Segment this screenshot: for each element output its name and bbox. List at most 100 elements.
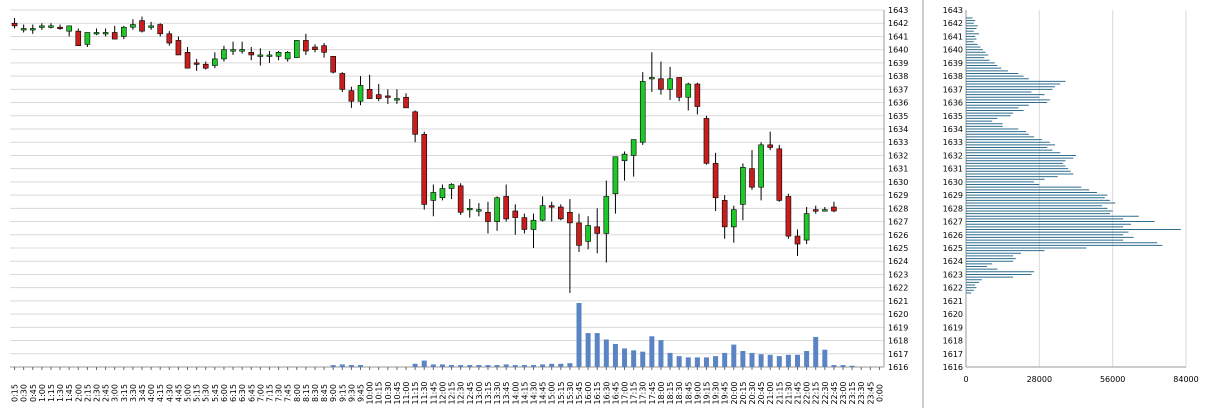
profile-y-tick-label: 1633 bbox=[943, 138, 963, 147]
candle-body bbox=[121, 26, 127, 37]
volume-bar bbox=[494, 365, 500, 367]
candle-body bbox=[476, 209, 482, 212]
candle-body bbox=[421, 133, 428, 205]
volume-bar bbox=[330, 365, 336, 367]
profile-y-tick-label: 1631 bbox=[943, 165, 963, 174]
y-tick-label: 1622 bbox=[888, 284, 908, 293]
volume-bar bbox=[449, 365, 455, 367]
y-tick-label: 1616 bbox=[888, 363, 908, 372]
candle-body bbox=[385, 95, 391, 98]
candle-body bbox=[148, 25, 154, 28]
x-tick-label: 2:45 bbox=[102, 384, 111, 402]
candle-body bbox=[394, 98, 400, 101]
candle-body bbox=[539, 205, 546, 221]
volume-bar bbox=[731, 344, 737, 367]
x-tick-label: 12:45 bbox=[466, 381, 475, 404]
candle-body bbox=[339, 73, 346, 90]
candle-body bbox=[558, 206, 564, 220]
volume-bar bbox=[785, 354, 791, 367]
candle-body bbox=[594, 226, 601, 234]
volume-bar bbox=[421, 360, 427, 367]
candle-body bbox=[730, 209, 737, 228]
candle-body bbox=[639, 81, 646, 143]
volume-bar bbox=[667, 352, 673, 367]
x-tick-label: 15:15 bbox=[557, 381, 566, 404]
volume-bar bbox=[722, 352, 728, 367]
y-tick-label: 1639 bbox=[888, 59, 908, 68]
volume-bar bbox=[458, 365, 464, 367]
candle-body bbox=[721, 200, 728, 228]
y-tick-label: 1618 bbox=[888, 337, 908, 346]
candle-body bbox=[466, 208, 473, 211]
volume-bar bbox=[685, 357, 691, 367]
volume-bar bbox=[339, 364, 345, 367]
x-tick-label: 20:15 bbox=[739, 381, 748, 404]
y-tick-label: 1634 bbox=[888, 125, 908, 134]
profile-y-tick-label: 1627 bbox=[943, 218, 963, 227]
x-tick-label: 1:15 bbox=[47, 384, 56, 402]
candle-body bbox=[439, 188, 446, 199]
volume-bar bbox=[348, 365, 354, 367]
candle-body bbox=[29, 28, 36, 31]
candle-body bbox=[685, 83, 692, 98]
candle-body bbox=[166, 33, 173, 44]
profile-y-tick-label: 1629 bbox=[943, 191, 963, 200]
candle-body bbox=[293, 40, 300, 58]
x-tick-label: 7:45 bbox=[284, 384, 293, 402]
x-tick-label: 0:30 bbox=[20, 384, 29, 402]
y-tick-label: 1619 bbox=[888, 323, 908, 332]
candle-body bbox=[658, 78, 664, 90]
volume-bar bbox=[822, 349, 828, 367]
profile-y-tick-label: 1619 bbox=[943, 323, 963, 332]
x-tick-label: 18:45 bbox=[684, 381, 693, 404]
x-tick-label: 11:30 bbox=[420, 381, 429, 404]
x-tick-label: 3:30 bbox=[129, 384, 138, 402]
x-tick-label: 22:00 bbox=[803, 381, 812, 404]
candle-body bbox=[494, 197, 500, 222]
profile-y-tick-label: 1643 bbox=[943, 6, 963, 15]
volume-bar bbox=[603, 339, 609, 367]
y-tick-label: 1621 bbox=[888, 297, 908, 306]
y-tick-label: 1636 bbox=[888, 99, 908, 108]
y-tick-label: 1625 bbox=[888, 244, 908, 253]
candle-body bbox=[548, 205, 555, 208]
volume-bar bbox=[503, 364, 509, 367]
volume-bar bbox=[795, 354, 801, 367]
x-tick-label: 8:15 bbox=[302, 384, 311, 402]
candle-body bbox=[130, 24, 136, 28]
x-tick-label: 4:45 bbox=[174, 384, 183, 402]
x-tick-label: 21:00 bbox=[766, 381, 775, 404]
x-tick-label: 21:30 bbox=[784, 381, 793, 404]
candle-body bbox=[712, 163, 719, 199]
x-tick-label: 21:45 bbox=[794, 381, 803, 404]
candle-body bbox=[630, 139, 637, 156]
x-tick-label: 8:00 bbox=[293, 384, 302, 402]
profile-y-tick-label: 1630 bbox=[943, 178, 963, 187]
x-tick-label: 7:30 bbox=[275, 384, 284, 402]
candle-body bbox=[312, 46, 318, 50]
profile-y-tick-label: 1640 bbox=[943, 46, 963, 55]
y-tick-label: 1635 bbox=[888, 112, 908, 121]
candle-body bbox=[585, 225, 591, 242]
x-tick-label: 14:00 bbox=[511, 381, 520, 404]
volume-bar bbox=[512, 365, 518, 367]
volume-bar bbox=[703, 357, 709, 367]
volume-bar bbox=[412, 363, 418, 367]
candle-body bbox=[803, 213, 810, 241]
y-tick-label: 1643 bbox=[888, 6, 908, 15]
x-tick-label: 15:30 bbox=[566, 381, 575, 404]
x-tick-label: 23:00 bbox=[839, 381, 848, 404]
candle-body bbox=[603, 196, 610, 234]
profile-y-tick-label: 1625 bbox=[943, 244, 963, 253]
volume-bar bbox=[467, 365, 473, 367]
x-tick-label: 22:45 bbox=[830, 381, 839, 404]
y-tick-label: 1630 bbox=[888, 178, 908, 187]
volume-bar bbox=[521, 365, 527, 367]
volume-bar bbox=[749, 352, 755, 367]
profile-y-tick-label: 1622 bbox=[943, 284, 963, 293]
y-tick-label: 1620 bbox=[888, 310, 908, 319]
candle-body bbox=[822, 209, 828, 212]
profile-x-tick-label: 56000 bbox=[1100, 375, 1125, 384]
volume-bar bbox=[576, 303, 582, 367]
